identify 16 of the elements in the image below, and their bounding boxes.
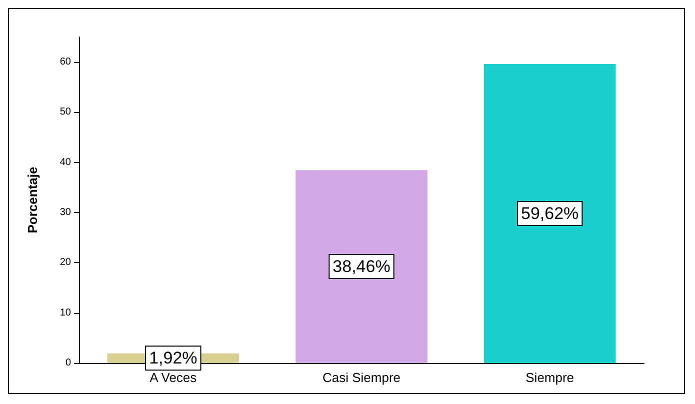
data-label: 59,62% — [520, 204, 579, 223]
bar — [296, 170, 428, 363]
data-label: 1,92% — [149, 348, 198, 368]
data-label: 38,46% — [332, 257, 390, 276]
x-tick-label: A Veces — [150, 370, 198, 385]
y-tick-label: 60 — [60, 56, 72, 68]
x-tick-label: Siempre — [526, 370, 574, 385]
y-tick-label: 40 — [60, 156, 72, 168]
y-axis-title: Porcentaje — [25, 166, 40, 234]
y-tick-label: 30 — [60, 207, 72, 218]
y-tick-label: 0 — [65, 358, 72, 368]
bar — [484, 64, 616, 363]
x-tick-label: Casi Siempre — [322, 370, 401, 385]
y-tick-label: 50 — [60, 106, 72, 118]
y-tick-label: 10 — [60, 307, 72, 318]
y-tick-label: 20 — [60, 257, 72, 268]
